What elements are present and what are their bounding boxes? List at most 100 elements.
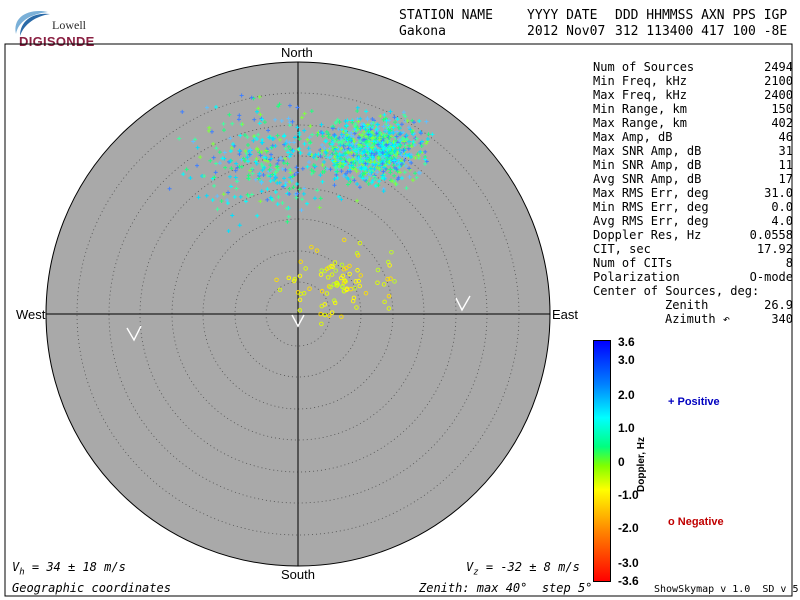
positive-source-mark bbox=[378, 114, 383, 119]
stat-label: Max Amp, dB bbox=[593, 130, 673, 144]
negative-source-mark bbox=[314, 248, 320, 253]
positive-source-mark bbox=[414, 175, 419, 180]
positive-source-mark bbox=[257, 94, 262, 99]
positive-source-mark bbox=[238, 133, 243, 138]
positive-source-mark bbox=[288, 152, 293, 157]
positive-source-mark bbox=[252, 134, 257, 139]
positive-source-mark bbox=[360, 162, 365, 167]
positive-source-mark bbox=[249, 192, 254, 197]
positive-source-mark bbox=[256, 106, 261, 111]
positive-source-mark bbox=[291, 185, 296, 190]
positive-source-mark bbox=[426, 132, 431, 137]
positive-source-mark bbox=[362, 149, 367, 154]
positive-source-mark bbox=[253, 177, 258, 182]
positive-source-mark bbox=[283, 146, 288, 151]
positive-source-mark bbox=[392, 144, 397, 149]
header-col-station: STATION NAME bbox=[399, 8, 493, 23]
positive-source-mark bbox=[258, 153, 263, 158]
negative-source-mark bbox=[363, 290, 369, 296]
positive-source-mark bbox=[387, 159, 392, 164]
positive-source-mark bbox=[233, 168, 238, 173]
positive-source-mark bbox=[332, 176, 337, 181]
positive-source-mark bbox=[320, 130, 325, 135]
positive-source-mark bbox=[390, 150, 395, 155]
positive-source-mark bbox=[409, 160, 414, 165]
positive-source-mark bbox=[380, 150, 385, 155]
positive-source-mark bbox=[275, 133, 280, 138]
positive-source-mark bbox=[388, 124, 393, 129]
positive-source-mark bbox=[362, 156, 367, 161]
positive-source-mark bbox=[351, 161, 356, 166]
positive-source-mark bbox=[300, 166, 305, 171]
positive-source-mark bbox=[177, 136, 182, 141]
positive-source-mark bbox=[265, 187, 270, 192]
positive-source-mark bbox=[353, 144, 358, 149]
positive-source-mark bbox=[295, 125, 300, 130]
positive-source-mark bbox=[215, 207, 220, 212]
positive-source-mark bbox=[402, 158, 407, 163]
positive-source-mark bbox=[307, 135, 312, 140]
positive-source-mark bbox=[228, 174, 233, 179]
positive-source-mark bbox=[209, 129, 214, 134]
positive-source-mark bbox=[336, 127, 341, 132]
lowell-digisonde-logo: Lowell DIGISONDE bbox=[8, 8, 98, 52]
positive-source-mark bbox=[345, 132, 350, 137]
positive-source-mark bbox=[399, 122, 404, 127]
positive-source-mark bbox=[375, 142, 380, 147]
positive-source-mark bbox=[292, 140, 297, 145]
positive-source-mark bbox=[273, 117, 278, 122]
colorbar-tick: 3.6 bbox=[618, 335, 635, 349]
stat-label: Min SNR Amp, dB bbox=[593, 158, 702, 172]
positive-source-mark bbox=[232, 194, 237, 199]
negative-source-mark bbox=[347, 263, 352, 269]
positive-source-mark bbox=[352, 147, 357, 152]
stat-label: Min Range, km bbox=[593, 102, 687, 116]
positive-source-mark bbox=[237, 152, 242, 157]
stat-row: Max RMS Err, deg 31.0 bbox=[593, 186, 793, 200]
stat-row: Num of Sources 2494 bbox=[593, 60, 793, 74]
stat-label: Num of CITs bbox=[593, 256, 673, 270]
stat-value: 2100 bbox=[764, 74, 793, 88]
positive-source-mark bbox=[411, 139, 416, 144]
positive-source-mark bbox=[228, 159, 233, 164]
positive-source-mark bbox=[325, 155, 330, 160]
positive-source-mark bbox=[322, 145, 327, 150]
positive-source-mark bbox=[219, 199, 224, 204]
positive-source-mark bbox=[237, 223, 242, 228]
stat-value: 2400 bbox=[764, 88, 793, 102]
negative-source-mark bbox=[344, 265, 349, 271]
positive-source-mark bbox=[403, 143, 408, 148]
header-params-value: 312 113400 417 100 -8E bbox=[615, 24, 788, 39]
positive-source-mark bbox=[273, 169, 278, 174]
positive-source-mark bbox=[290, 174, 295, 179]
colorbar-tick: 3.0 bbox=[618, 353, 635, 367]
positive-source-mark bbox=[357, 185, 362, 190]
positive-source-mark bbox=[258, 199, 263, 204]
positive-source-mark bbox=[325, 148, 330, 153]
positive-source-mark bbox=[327, 141, 332, 146]
positive-source-mark bbox=[277, 180, 282, 185]
positive-source-mark bbox=[370, 135, 375, 140]
stat-label: Polarization bbox=[593, 270, 680, 284]
positive-source-mark bbox=[329, 154, 334, 159]
positive-source-mark bbox=[250, 171, 255, 176]
positive-source-mark bbox=[302, 128, 307, 133]
positive-source-mark bbox=[341, 159, 346, 164]
positive-source-mark bbox=[385, 153, 390, 158]
positive-source-mark bbox=[244, 151, 249, 156]
positive-source-mark bbox=[382, 132, 387, 137]
positive-source-mark bbox=[294, 195, 299, 200]
positive-source-mark bbox=[370, 154, 375, 159]
positive-source-mark bbox=[344, 123, 349, 128]
positive-source-mark bbox=[327, 146, 332, 151]
positive-source-mark bbox=[257, 121, 262, 126]
stat-value: 8 bbox=[785, 256, 793, 270]
chevron-east-icon bbox=[455, 295, 471, 312]
positive-source-mark bbox=[318, 154, 323, 159]
positive-source-mark bbox=[269, 152, 274, 157]
positive-source-mark bbox=[349, 150, 354, 155]
coordinate-system: Geographic coordinates bbox=[12, 581, 171, 595]
positive-source-mark bbox=[364, 139, 369, 144]
positive-source-mark bbox=[384, 122, 389, 127]
negative-source-mark bbox=[375, 267, 381, 273]
